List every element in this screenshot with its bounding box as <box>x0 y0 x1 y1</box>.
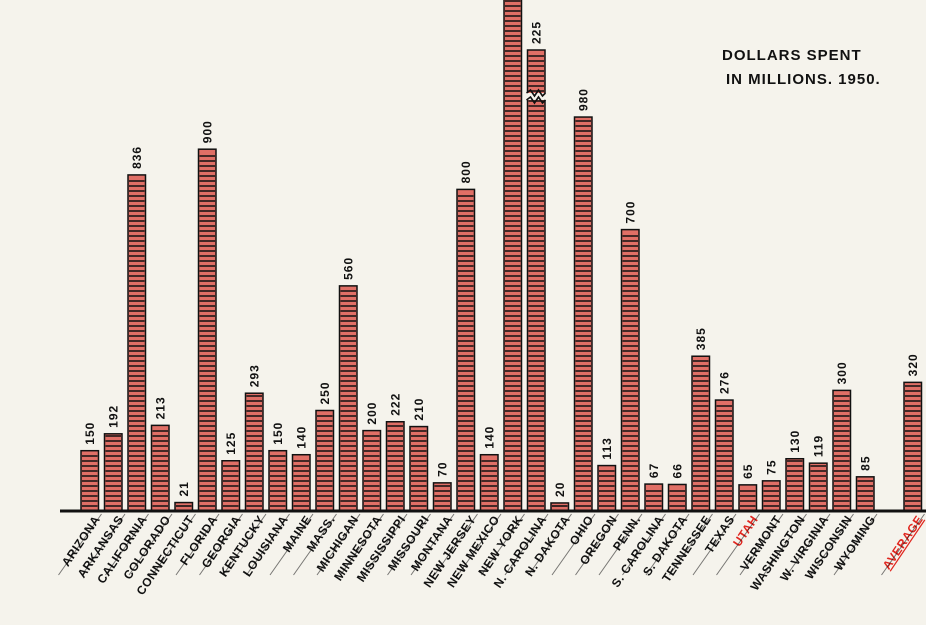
bar-n-carolina <box>526 49 547 512</box>
bar-s-carolina <box>644 483 664 512</box>
bars-layer <box>80 0 923 512</box>
bar-montana <box>432 482 452 512</box>
value-label-colorado: 213 <box>153 396 167 419</box>
bar-florida <box>197 148 217 512</box>
value-label-wisconsin: 300 <box>835 361 849 384</box>
bar-california <box>127 174 147 512</box>
value-label-maine: 140 <box>294 426 308 449</box>
value-label-minnesota: 200 <box>365 402 379 425</box>
value-label-washington: 130 <box>788 430 802 453</box>
value-label-arkansas: 192 <box>106 405 120 428</box>
bar-ohio <box>573 116 593 512</box>
chart-title-line-2: IN MILLIONS. 1950. <box>726 71 881 88</box>
value-label-georgia: 125 <box>224 432 238 455</box>
bar-vermont <box>761 480 781 512</box>
bar-s-dakota <box>667 483 687 512</box>
bar-wisconsin <box>832 389 852 512</box>
bar-michigan <box>338 285 358 512</box>
value-label-kentucky: 293 <box>247 364 261 387</box>
value-label-penn: 700 <box>623 201 637 224</box>
value-label-michigan: 560 <box>341 257 355 280</box>
bar-minnesota <box>362 429 382 512</box>
bar-missouri <box>409 425 429 512</box>
bar-kentucky <box>244 392 264 512</box>
bar-colorado <box>150 424 170 512</box>
bar-maine <box>291 453 311 512</box>
bar-penn <box>620 228 640 512</box>
value-label-oregon: 113 <box>600 437 614 459</box>
value-label-california: 836 <box>130 146 144 169</box>
bar-texas <box>714 399 734 512</box>
value-label-n-carolina: 225 <box>529 21 543 44</box>
bar-utah <box>738 484 758 512</box>
value-label-mass: 250 <box>318 381 332 404</box>
value-label-louisiana: 150 <box>271 422 285 445</box>
value-label-average: 320 <box>906 353 920 376</box>
value-label-vermont: 75 <box>764 459 778 474</box>
bar-w-virginia <box>808 462 828 512</box>
bar-new-york <box>503 0 523 512</box>
bar-wyoming <box>855 476 875 512</box>
bar-oregon <box>597 464 617 512</box>
bar-mississippi <box>385 421 405 512</box>
value-label-montana: 70 <box>435 462 449 477</box>
value-label-new-mexico: 140 <box>482 426 496 449</box>
bar-mass <box>315 409 335 512</box>
value-label-texas: 276 <box>717 371 731 394</box>
category-labels-layer: ARIZONAARKANSASCALIFORNIACOLORADOCONNECT… <box>58 513 926 598</box>
value-label-mississippi: 222 <box>388 393 402 416</box>
value-label-w-virginia: 119 <box>811 435 825 457</box>
value-label-arizona: 150 <box>83 422 97 445</box>
bar-new-jersey <box>456 188 476 512</box>
bar-new-mexico <box>479 453 499 512</box>
value-label-new-jersey: 800 <box>459 160 473 183</box>
bar-georgia <box>221 460 241 512</box>
bar-tennessee <box>691 355 711 512</box>
value-label-wyoming: 85 <box>858 455 872 470</box>
bar-louisiana <box>268 449 288 512</box>
bar-washington <box>785 457 805 512</box>
chart-title: DOLLARS SPENT IN MILLIONS. 1950. <box>722 44 922 92</box>
chart-title-line-1: DOLLARS SPENT <box>722 47 862 64</box>
bar-arkansas <box>103 433 123 512</box>
value-label-connecticut: 21 <box>177 481 191 496</box>
value-label-utah: 65 <box>741 464 755 479</box>
value-label-ohio: 980 <box>576 88 590 111</box>
value-label-florida: 900 <box>200 120 214 143</box>
value-label-n-dakota: 20 <box>553 482 567 497</box>
value-label-missouri: 210 <box>412 398 426 421</box>
bar-average <box>903 381 923 512</box>
value-labels-layer: 150 192 836 213 21 900 125 293 150 140 250 560 200 22… <box>83 21 920 497</box>
value-label-s-carolina: 67 <box>647 463 661 478</box>
bar-arizona <box>80 449 100 512</box>
value-label-tennessee: 385 <box>694 327 708 350</box>
value-label-s-dakota: 66 <box>670 463 684 478</box>
